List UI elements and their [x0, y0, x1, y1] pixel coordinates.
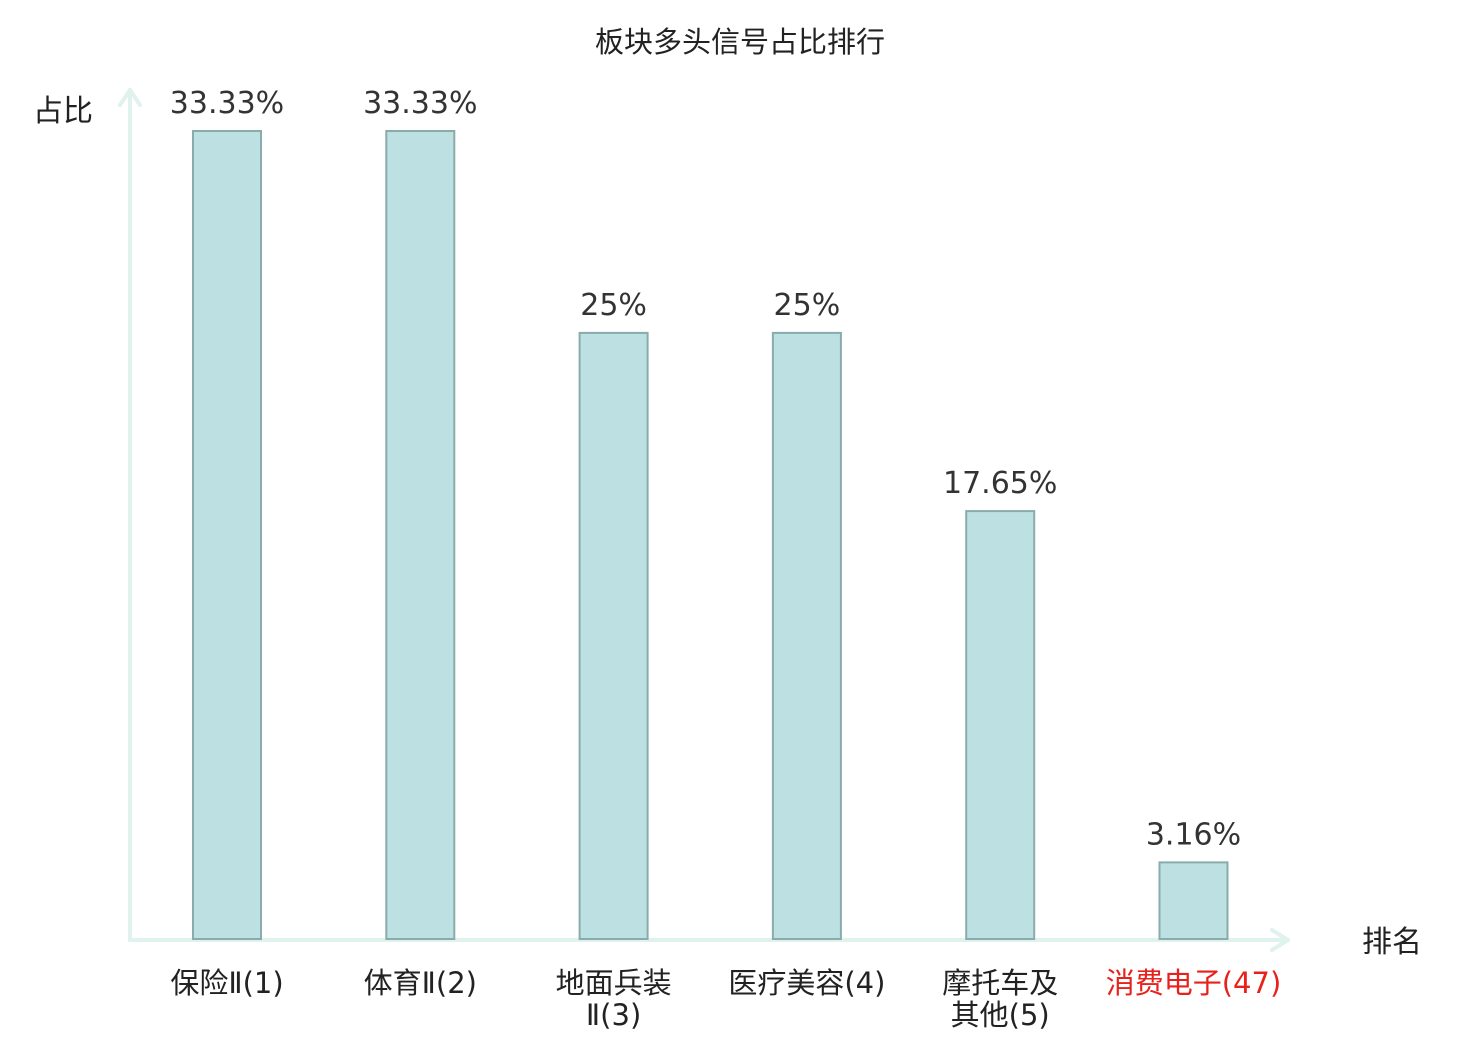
x-axis-label: 排名: [1362, 925, 1422, 960]
bar-6: [1158, 861, 1229, 941]
category-label-2: 体育Ⅱ(2): [364, 966, 477, 1000]
category-label-line: 摩托车及: [942, 966, 1058, 1000]
axes: [118, 88, 1290, 952]
value-label-4: 25%: [774, 288, 841, 323]
value-labels-group: 33.33% 33.33% 25% 25% 17.65% 3.16%: [170, 86, 1241, 852]
category-label-line: 其他(5): [951, 998, 1050, 1032]
category-label-line: Ⅱ(3): [586, 998, 641, 1032]
category-label-4: 医疗美容(4): [728, 966, 885, 1000]
bar-3: [578, 331, 649, 940]
value-label-2: 33.33%: [363, 86, 477, 121]
y-axis-arrow-icon: [118, 88, 142, 107]
category-label-5: 摩托车及其他(5): [942, 966, 1058, 1032]
bar-2: [385, 130, 456, 940]
value-label-6: 3.16%: [1146, 817, 1241, 852]
bar-4: [771, 331, 842, 940]
bar-5: [965, 510, 1036, 940]
x-axis-arrow-icon: [1270, 928, 1290, 952]
bar-1: [192, 130, 262, 940]
chart-title: 板块多头信号占比排行: [595, 25, 885, 59]
category-label-line: 地面兵装: [556, 966, 672, 1000]
category-label-6: 消费电子(47): [1106, 966, 1282, 1000]
value-label-3: 25%: [580, 288, 647, 323]
category-labels-group: 保险Ⅱ(1) 体育Ⅱ(2) 地面兵装 Ⅱ(3) 医疗美容(4) 摩托车及其他(5) 消费电子…: [170, 966, 1281, 1032]
category-label-line: 医疗美容(4): [728, 966, 885, 1000]
category-label-line: 体育Ⅱ(2): [364, 966, 477, 1000]
category-label-line: 消费电子(47): [1106, 966, 1282, 1000]
y-axis-label: 占比: [33, 94, 93, 129]
category-label-line: 保险Ⅱ(1): [170, 966, 283, 1000]
category-label-1: 保险Ⅱ(1): [170, 966, 283, 1000]
bars-group: [192, 130, 1229, 941]
category-label-3: 地面兵装 Ⅱ(3): [556, 966, 672, 1032]
value-label-5: 17.65%: [943, 466, 1057, 501]
value-label-1: 33.33%: [170, 86, 284, 121]
